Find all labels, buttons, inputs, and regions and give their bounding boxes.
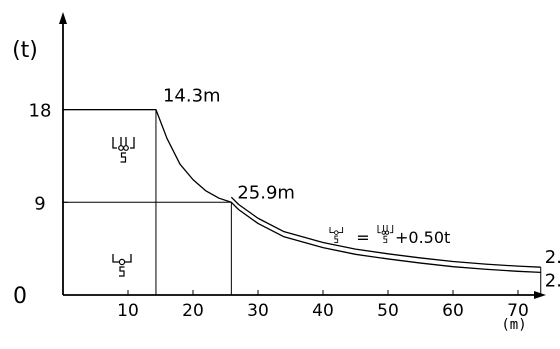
ticks: 10 20 30 40 50 60 70 9 18 <box>29 101 529 321</box>
triple-hook-icon <box>377 224 394 243</box>
x-axis-arrow <box>534 291 546 299</box>
x-tick-label: 10 <box>117 301 139 321</box>
y-axis-arrow <box>59 12 67 24</box>
x-tick-label: 70 <box>507 301 529 321</box>
formula-equals: = <box>356 228 369 247</box>
x-axis-label: (m) <box>501 317 526 333</box>
single-hook-icon <box>112 253 132 277</box>
y-tick-label: 18 <box>29 101 52 122</box>
x-tick-label: 60 <box>442 301 464 321</box>
origin-label: 0 <box>13 284 27 309</box>
end-label-lower: 2.20 <box>545 270 560 291</box>
series-line-hook-block <box>63 108 541 273</box>
single-hook-icon <box>329 226 344 243</box>
formula-tail: +0.50t <box>395 228 450 247</box>
point-label-25-9m: 25.9m <box>237 182 295 203</box>
y-tick-label: 9 <box>34 193 45 214</box>
x-tick-label: 30 <box>247 301 269 321</box>
series-line-single-hook <box>230 196 541 268</box>
end-label-upper: 2.70 <box>545 247 560 268</box>
y-axis-label: (t) <box>12 38 38 63</box>
x-tick-label: 40 <box>312 301 334 321</box>
point-label-14-3m: 14.3m <box>163 86 221 107</box>
triple-hook-icon <box>112 136 135 163</box>
reference-lines <box>63 109 542 295</box>
x-tick-label: 20 <box>182 301 204 321</box>
x-tick-label: 50 <box>377 301 399 321</box>
series <box>63 108 541 273</box>
